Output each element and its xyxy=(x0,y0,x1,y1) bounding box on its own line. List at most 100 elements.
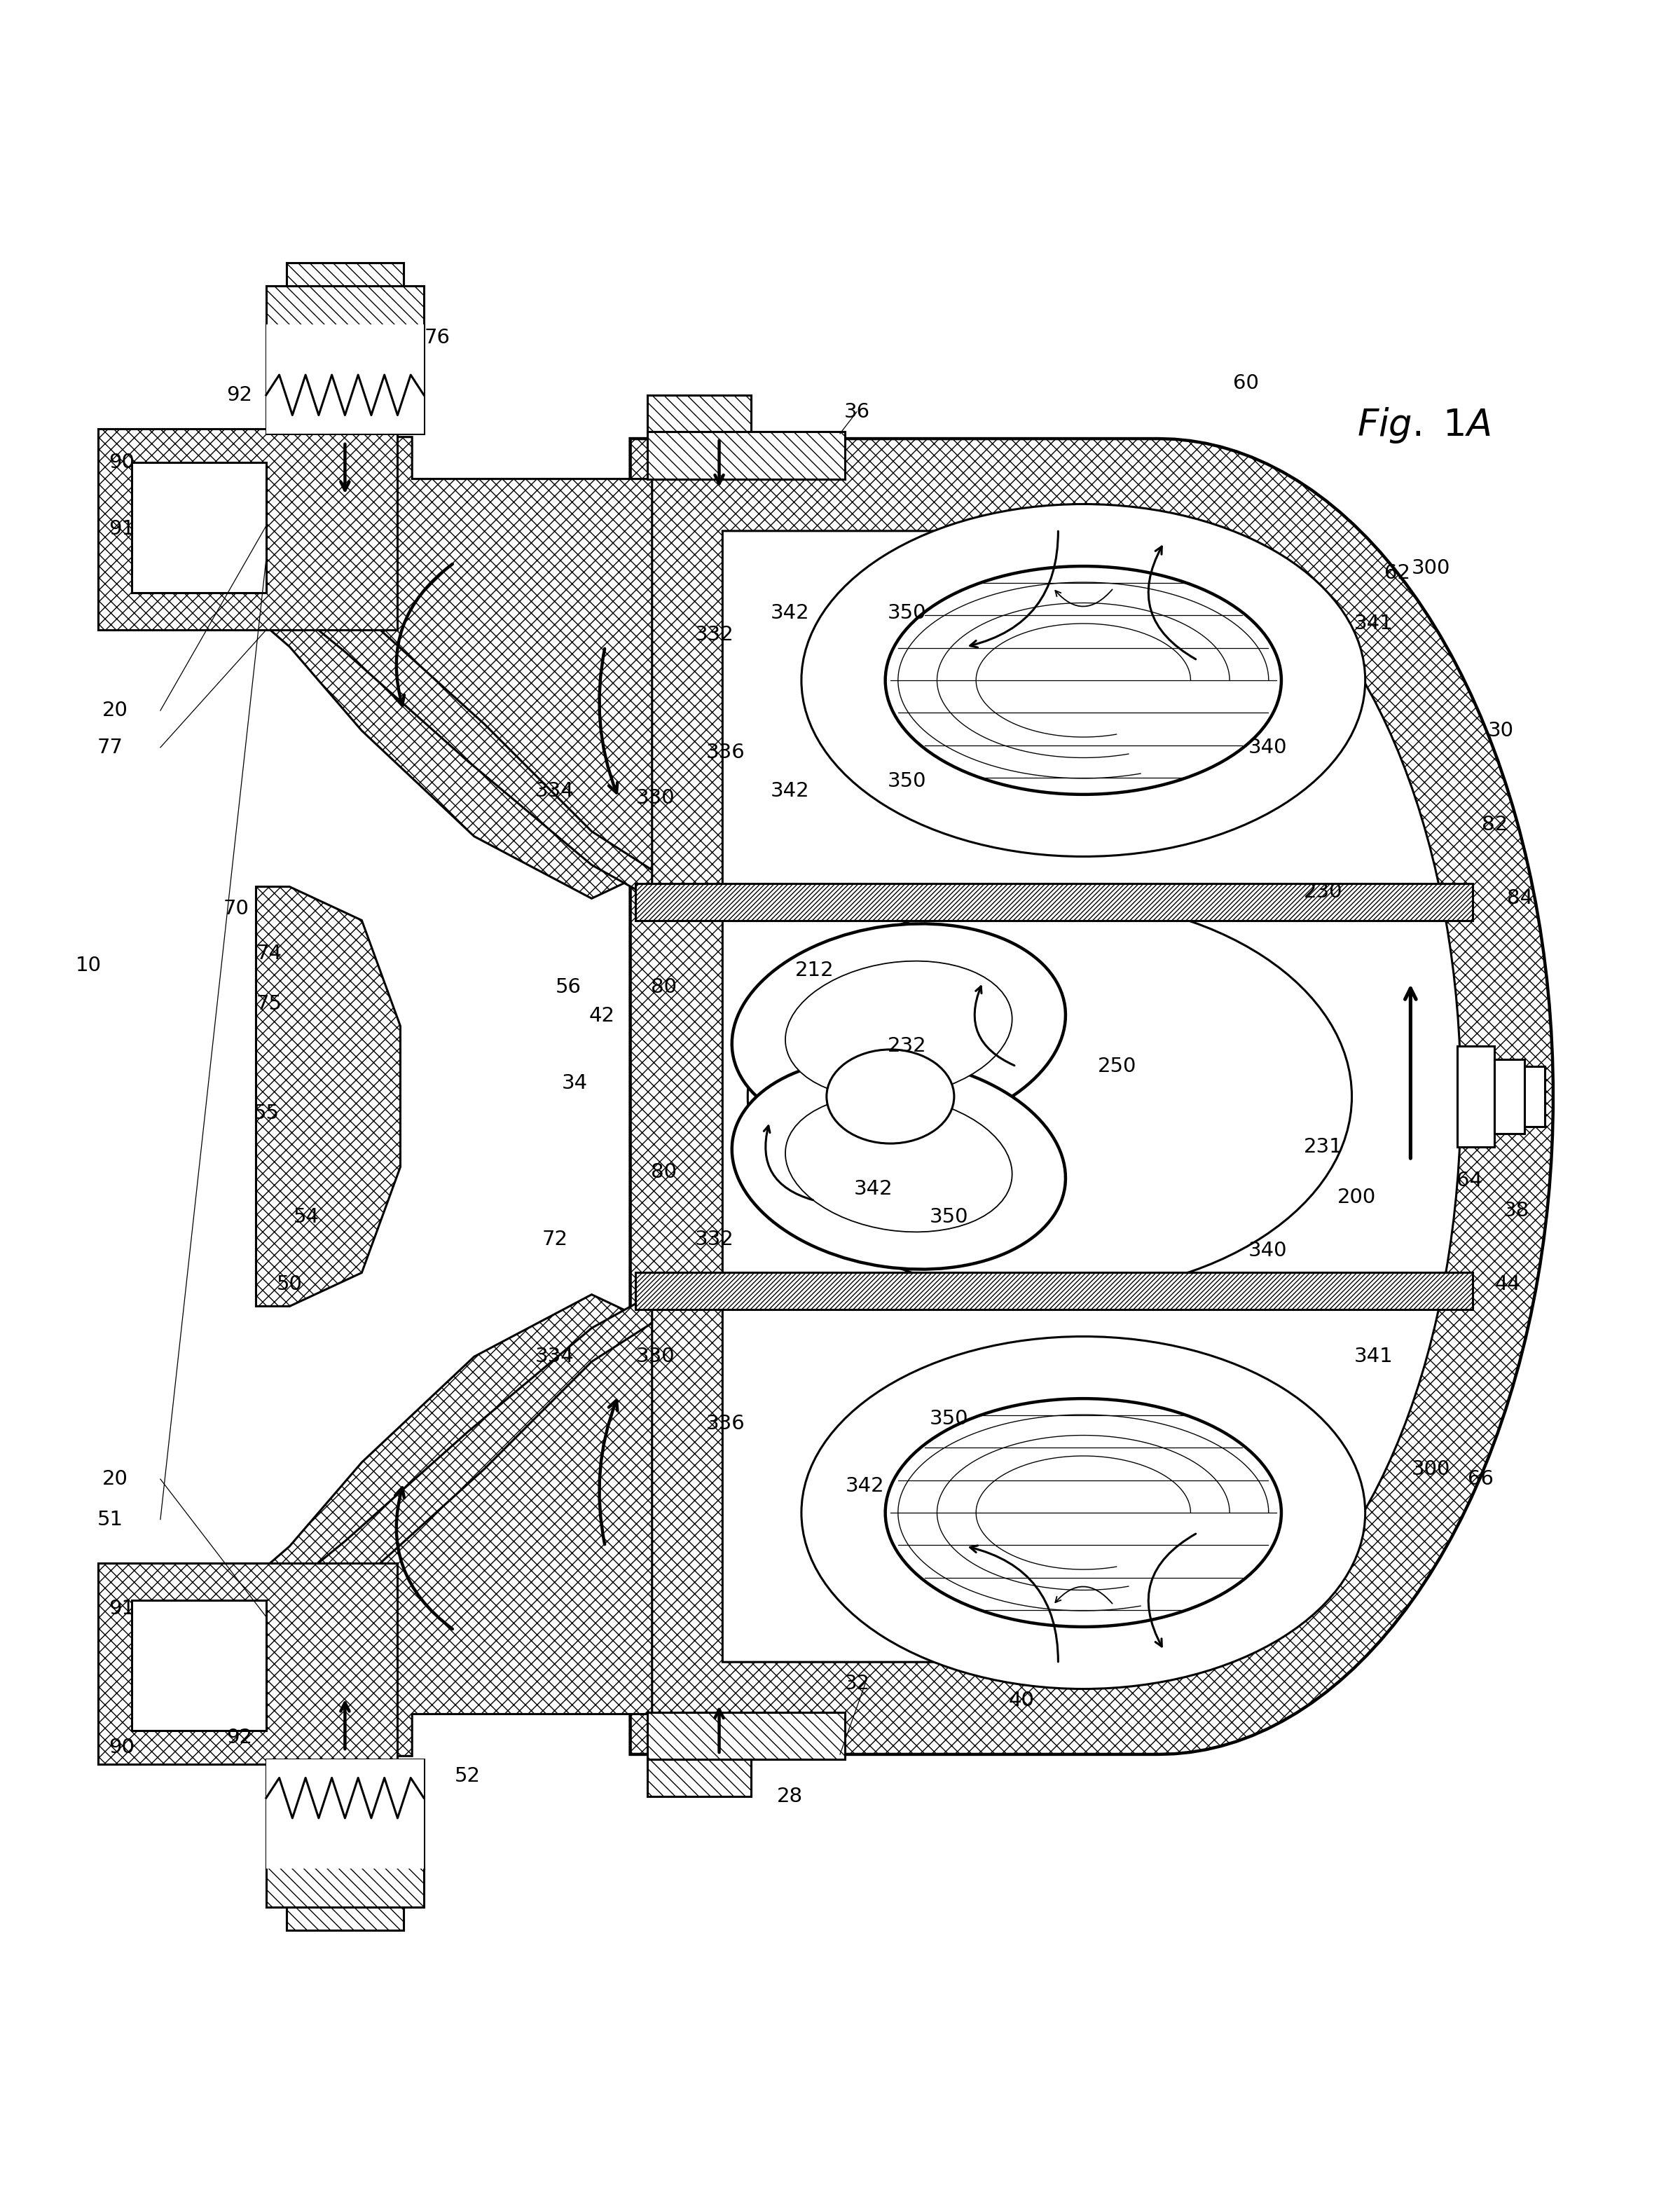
Text: 70: 70 xyxy=(223,899,249,919)
Bar xyxy=(265,325,423,395)
Polygon shape xyxy=(630,439,1552,1754)
Text: 342: 342 xyxy=(769,603,810,623)
Ellipse shape xyxy=(748,899,1352,1294)
Bar xyxy=(1495,1059,1525,1134)
Bar xyxy=(131,1601,265,1730)
Text: 64: 64 xyxy=(1457,1171,1482,1191)
Text: 74: 74 xyxy=(257,943,282,963)
Text: 77: 77 xyxy=(97,737,123,757)
Text: 231: 231 xyxy=(1304,1136,1342,1156)
Text: 44: 44 xyxy=(1495,1274,1520,1294)
Text: 330: 330 xyxy=(637,787,675,807)
Text: 80: 80 xyxy=(650,978,677,998)
Polygon shape xyxy=(255,886,400,1307)
Text: 342: 342 xyxy=(853,1180,894,1200)
Text: 92: 92 xyxy=(227,386,252,406)
Text: 336: 336 xyxy=(706,1414,746,1434)
Text: 55: 55 xyxy=(254,1103,279,1123)
Text: 56: 56 xyxy=(554,978,581,998)
Text: 36: 36 xyxy=(843,401,870,421)
Text: 350: 350 xyxy=(887,603,927,623)
Bar xyxy=(647,395,751,432)
Text: 341: 341 xyxy=(1354,614,1393,634)
Text: 20: 20 xyxy=(102,702,128,719)
Bar xyxy=(265,1864,423,1908)
Bar xyxy=(635,1272,1473,1309)
Bar xyxy=(99,1564,396,1765)
Bar xyxy=(99,428,396,629)
Text: 90: 90 xyxy=(109,452,134,471)
Text: 60: 60 xyxy=(1233,373,1258,393)
Text: 32: 32 xyxy=(843,1673,870,1693)
Text: 350: 350 xyxy=(929,1408,968,1428)
Text: 212: 212 xyxy=(795,961,835,980)
Text: 332: 332 xyxy=(694,1230,734,1250)
Text: 90: 90 xyxy=(109,1737,134,1757)
Text: 34: 34 xyxy=(561,1072,588,1092)
Bar xyxy=(647,1759,751,1796)
Polygon shape xyxy=(722,531,1462,1662)
Text: 340: 340 xyxy=(1248,1241,1287,1261)
Text: 300: 300 xyxy=(1411,1458,1450,1478)
Bar xyxy=(265,1798,423,1868)
Text: 332: 332 xyxy=(694,625,734,645)
Bar xyxy=(1525,1066,1546,1127)
Text: 72: 72 xyxy=(541,1230,568,1250)
Text: 82: 82 xyxy=(1482,816,1507,836)
Text: 20: 20 xyxy=(102,1469,128,1489)
Text: 350: 350 xyxy=(929,1208,968,1228)
Bar xyxy=(131,463,265,592)
Text: $\mathit{Fig.\ 1A}$: $\mathit{Fig.\ 1A}$ xyxy=(1357,406,1490,445)
Text: 334: 334 xyxy=(536,781,575,800)
Polygon shape xyxy=(289,1294,652,1614)
Text: 91: 91 xyxy=(109,1599,134,1618)
Ellipse shape xyxy=(732,1057,1065,1270)
Ellipse shape xyxy=(732,923,1065,1136)
Text: 76: 76 xyxy=(425,329,450,349)
Ellipse shape xyxy=(827,1050,954,1143)
Text: 91: 91 xyxy=(109,520,134,539)
Text: 42: 42 xyxy=(588,1007,615,1026)
Text: 250: 250 xyxy=(1097,1057,1136,1077)
Text: 342: 342 xyxy=(845,1476,885,1496)
Text: 300: 300 xyxy=(1411,557,1450,577)
Polygon shape xyxy=(289,579,652,899)
Bar xyxy=(1458,1046,1495,1147)
Bar xyxy=(286,263,403,285)
Ellipse shape xyxy=(801,504,1366,857)
Text: 334: 334 xyxy=(536,1347,575,1366)
Text: 10: 10 xyxy=(76,956,101,976)
Text: 84: 84 xyxy=(1507,888,1532,908)
Ellipse shape xyxy=(801,1336,1366,1689)
Bar xyxy=(635,884,1473,921)
Polygon shape xyxy=(227,436,652,899)
Text: 230: 230 xyxy=(1304,882,1342,901)
Text: 232: 232 xyxy=(887,1037,927,1057)
Text: 54: 54 xyxy=(294,1208,319,1228)
Text: 336: 336 xyxy=(706,743,746,763)
Text: 340: 340 xyxy=(1248,737,1287,757)
Text: 66: 66 xyxy=(1468,1469,1494,1489)
Text: 52: 52 xyxy=(455,1765,480,1785)
Bar xyxy=(286,1908,403,1930)
Bar xyxy=(647,432,845,478)
Text: 51: 51 xyxy=(97,1509,123,1529)
Text: 330: 330 xyxy=(637,1347,675,1366)
Text: 75: 75 xyxy=(257,993,282,1013)
Text: 350: 350 xyxy=(887,772,927,792)
Bar xyxy=(265,325,423,434)
Text: 200: 200 xyxy=(1337,1186,1376,1206)
Text: 40: 40 xyxy=(1008,1691,1035,1711)
Text: 92: 92 xyxy=(227,1728,252,1748)
Text: 341: 341 xyxy=(1354,1347,1393,1366)
Polygon shape xyxy=(227,1294,652,1757)
Text: 342: 342 xyxy=(769,781,810,800)
Text: 28: 28 xyxy=(776,1787,803,1807)
Bar xyxy=(265,285,423,329)
Ellipse shape xyxy=(785,961,1011,1099)
Text: 38: 38 xyxy=(1504,1202,1529,1222)
Text: 80: 80 xyxy=(650,1162,677,1182)
Ellipse shape xyxy=(885,566,1282,794)
Ellipse shape xyxy=(785,1094,1011,1232)
Text: 62: 62 xyxy=(1384,564,1410,583)
